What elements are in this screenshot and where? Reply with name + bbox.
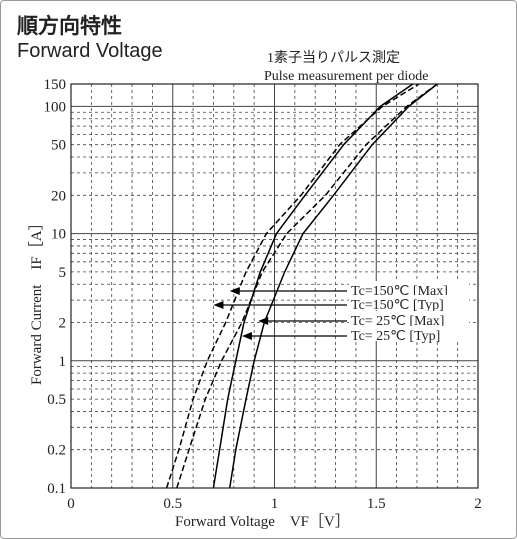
legend-label: Tc= 25℃ [Typ] [351,329,440,344]
series-line [176,83,438,489]
y-tick-label: 50 [51,138,66,154]
series-lines [165,83,438,489]
x-tick-label: 0.5 [163,496,182,512]
y-tick-label: 20 [51,188,66,204]
y-tick-label: 0.5 [47,392,66,408]
series-line [165,83,420,489]
legend-arrow-head [229,287,240,295]
tick-labels: 0 0.5 1 1.5 2 0.1 0.2 0.5 1 2 5 10 20 50 100 150 [44,77,482,512]
y-tick-label: 0.2 [47,443,66,459]
legend: Tc=150℃ [Max]Tc=150℃ [Typ]Tc= 25℃ [Max]T… [213,281,469,344]
x-tick-label: 1 [271,496,279,512]
x-tick-label: 0 [67,496,75,512]
y-tick-label: 1 [59,354,67,370]
legend-label-bg [349,311,469,326]
x-axis-label: Forward Voltage VF［V］ [175,513,350,530]
plot-border [70,83,479,489]
legend-arrow-head [241,332,252,340]
legend-label-bg [349,281,469,296]
x-tick-label: 1.5 [367,496,386,512]
annotation-jp: 1素子当りパルス測定 [267,50,400,66]
y-tick-label: 2 [59,316,67,332]
series-line [228,83,438,489]
annotation-en: Pulse measurement per diode [264,69,428,84]
legend-label-bg [349,326,469,341]
legend-arrow-head [213,301,224,309]
y-tick-label: 0.1 [47,481,66,497]
legend-label-bg [349,295,469,310]
y-axis-label: Forward Current IF［A］ [28,215,45,385]
y-tick-label: 10 [51,227,66,243]
legend-label: Tc= 25℃ [Max] [351,314,444,329]
y-tick-label: 150 [44,77,67,93]
y-tick-label: 100 [44,99,67,115]
legend-arrow-head [258,317,269,325]
legend-label: Tc=150℃ [Typ] [351,298,444,313]
series-line [212,83,414,489]
page-title-en: Forward Voltage [17,40,163,62]
page-title-jp: 順方向特性 [17,14,122,38]
x-tick-label: 2 [474,496,482,512]
y-tick-label: 5 [59,265,67,281]
